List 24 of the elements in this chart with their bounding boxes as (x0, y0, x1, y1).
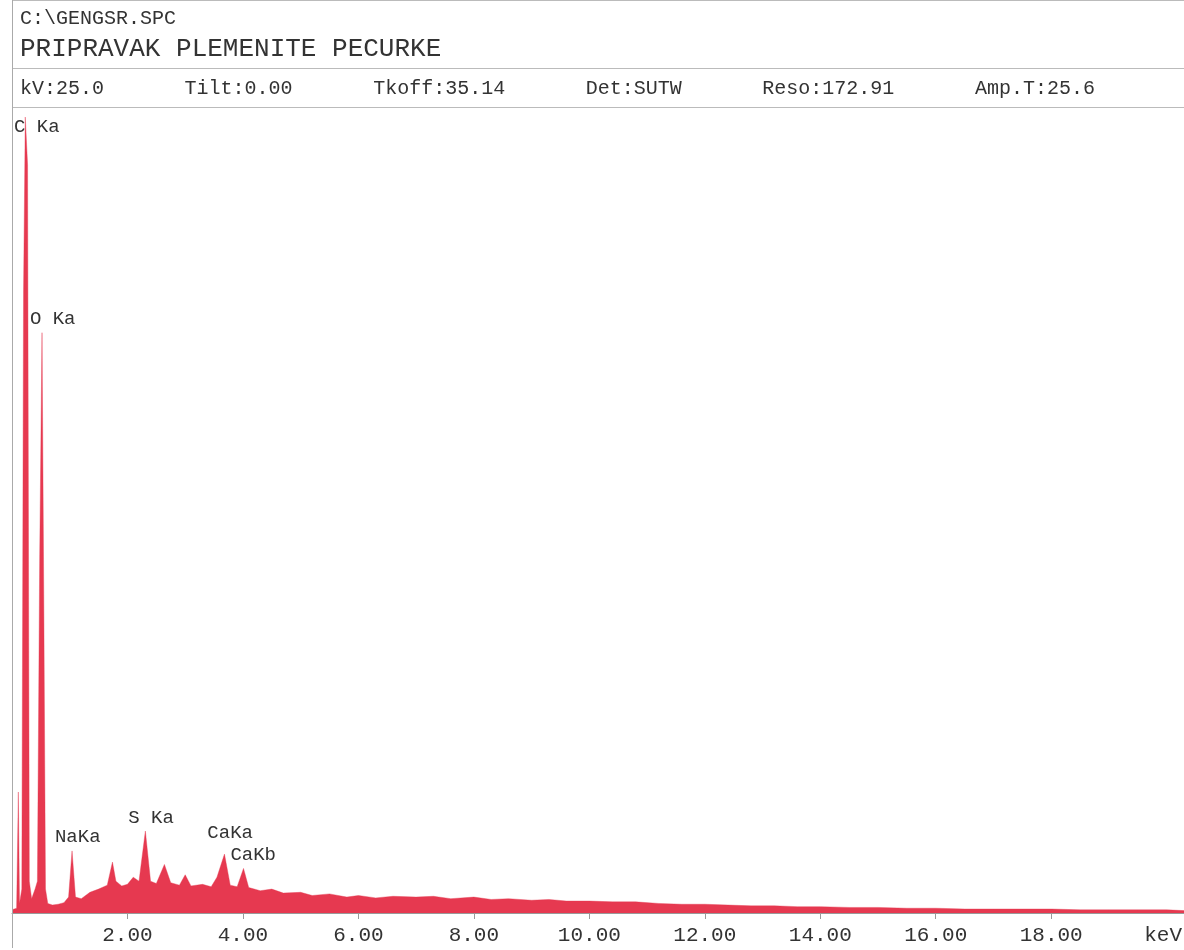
x-tick-label: 2.00 (102, 924, 153, 947)
x-tick-label: 6.00 (333, 924, 384, 947)
annotation: CaKa (207, 821, 253, 844)
x-tick-label: 10.00 (557, 924, 621, 947)
annotation: S Ka (128, 806, 174, 829)
x-axis-title: keV (1144, 924, 1183, 947)
annotation: C Ka (14, 115, 60, 138)
annotation: NaKa (54, 826, 101, 849)
x-tick-label: 12.00 (673, 924, 737, 947)
x-tick-label: 18.00 (1019, 924, 1083, 947)
annotation: O Ka (29, 308, 76, 331)
text: Reso:172.91 (762, 77, 895, 100)
annotation: CaKb (230, 843, 277, 866)
text: Amp.T:25.6 (974, 77, 1095, 100)
text: Tkoff:35.14 (373, 77, 506, 100)
x-tick-label: 14.00 (788, 924, 852, 947)
text: kV:25.0 (20, 77, 105, 100)
chart-subtitle: C:\GENGSR.SPC (20, 7, 177, 30)
text: Det:SUTW (585, 77, 682, 100)
chart-title: PRIPRAVAK PLEMENITE PECURKE (20, 34, 442, 64)
text: Tilt:0.00 (184, 77, 293, 100)
x-tick-label: 16.00 (904, 924, 968, 947)
x-tick-label: 8.00 (448, 924, 500, 947)
x-tick-label: 4.00 (217, 924, 269, 947)
